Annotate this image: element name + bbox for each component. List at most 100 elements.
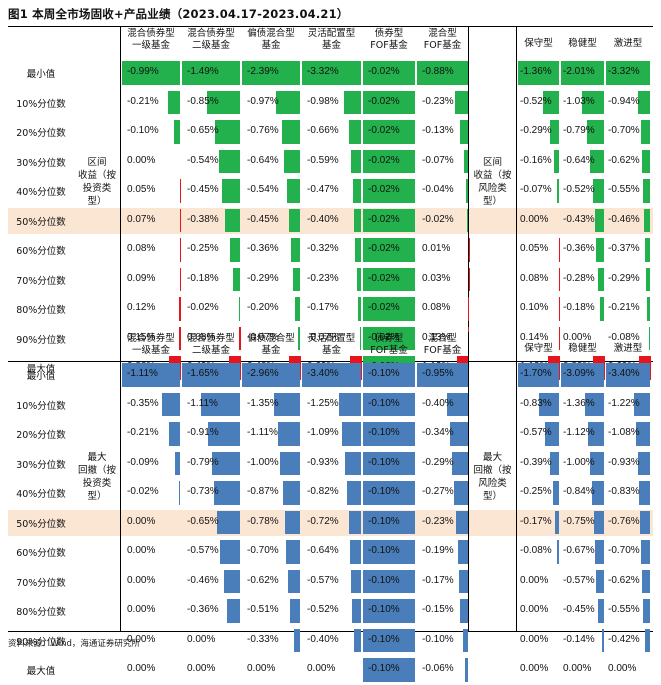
data-cell: -0.35% bbox=[121, 390, 181, 420]
data-cell: -0.02% bbox=[362, 88, 416, 118]
value-bar bbox=[352, 179, 361, 203]
data-cell: -0.46% bbox=[605, 206, 651, 236]
value-bar bbox=[178, 326, 181, 350]
data-cell: -0.32% bbox=[301, 235, 362, 265]
value-bar bbox=[180, 179, 181, 203]
value-bar bbox=[363, 326, 415, 350]
column-header: 债券型 FOF基金 bbox=[362, 28, 416, 52]
value-label: -0.21% bbox=[608, 302, 640, 313]
value-bar bbox=[290, 599, 300, 623]
column-separator bbox=[516, 332, 517, 631]
data-cell: -0.07% bbox=[416, 147, 469, 177]
value-bar bbox=[242, 61, 300, 85]
value-bar bbox=[180, 208, 181, 232]
value-label: -0.46% bbox=[608, 213, 640, 225]
value-bar bbox=[363, 569, 415, 593]
data-cell: -0.36% bbox=[181, 596, 241, 626]
data-cell: 0.05% bbox=[121, 176, 181, 206]
data-cell: 0.00% bbox=[121, 147, 181, 177]
value-bar bbox=[593, 510, 604, 534]
value-bar bbox=[641, 149, 650, 173]
value-label: -0.54% bbox=[187, 154, 219, 166]
data-cell: -3.40% bbox=[301, 360, 362, 390]
row-label: 60%分位数 bbox=[16, 548, 66, 559]
column-header: 混合型 FOF基金 bbox=[416, 28, 469, 52]
value-label: 0.00% bbox=[127, 545, 156, 556]
value-bar bbox=[363, 363, 415, 387]
value-label: -1.70% bbox=[520, 368, 552, 379]
value-label: -0.36% bbox=[563, 243, 595, 254]
value-bar bbox=[556, 179, 559, 203]
data-cell: -3.40% bbox=[605, 360, 651, 390]
value-bar bbox=[587, 120, 604, 144]
value-bar bbox=[590, 149, 604, 173]
column-header-line2: 二级基金 bbox=[191, 345, 230, 356]
column-header: 灵活配置型 基金 bbox=[301, 28, 362, 52]
data-cell: -0.72% bbox=[301, 508, 362, 538]
data-cell: -0.65% bbox=[181, 508, 241, 538]
value-label: 0.00% bbox=[247, 663, 276, 674]
row-label: 20%分位数 bbox=[16, 430, 66, 441]
data-cell: -0.64% bbox=[301, 537, 362, 567]
value-bar bbox=[353, 208, 361, 232]
value-bar bbox=[637, 90, 650, 114]
value-label: -0.02% bbox=[368, 66, 400, 77]
median-row-highlight bbox=[8, 509, 653, 536]
value-bar bbox=[561, 61, 604, 85]
column-header: 灵活配置型 基金 bbox=[301, 333, 362, 357]
column-separator bbox=[468, 27, 469, 332]
value-bar bbox=[208, 422, 240, 446]
data-cell: -0.52% bbox=[517, 88, 560, 118]
value-bar bbox=[357, 297, 361, 321]
value-label: -3.40% bbox=[307, 368, 339, 379]
data-cell: -0.65% bbox=[181, 117, 241, 147]
value-bar bbox=[291, 238, 300, 262]
data-cell: -0.85% bbox=[181, 88, 241, 118]
row-label: 最大值 bbox=[26, 666, 56, 677]
panel-divider-rule bbox=[8, 361, 653, 362]
column-header-line2: FOF基金 bbox=[423, 40, 462, 51]
data-cell: -0.57% bbox=[301, 567, 362, 597]
data-cell: 0.00% bbox=[517, 596, 560, 626]
value-bar bbox=[641, 569, 650, 593]
data-cell: -0.16% bbox=[517, 147, 560, 177]
value-label: -0.02% bbox=[368, 213, 400, 225]
value-label: -0.02% bbox=[127, 486, 159, 497]
value-bar bbox=[356, 267, 361, 291]
data-cell: -0.17% bbox=[416, 567, 469, 597]
row-label: 60%分位数 bbox=[16, 246, 66, 257]
value-bar bbox=[344, 451, 361, 475]
column-header-line1: 债券型 bbox=[374, 333, 404, 344]
value-bar bbox=[242, 363, 300, 387]
value-label: -3.09% bbox=[563, 368, 595, 379]
value-bar bbox=[284, 510, 300, 534]
value-label: -1.36% bbox=[563, 397, 595, 409]
value-label: -1.12% bbox=[563, 427, 595, 438]
value-label: -0.17% bbox=[422, 574, 454, 586]
data-cell: -0.79% bbox=[560, 117, 605, 147]
data-cell: -0.62% bbox=[605, 567, 651, 597]
value-label: -0.15% bbox=[422, 604, 454, 615]
data-cell: -0.98% bbox=[301, 88, 362, 118]
data-cell: -0.97% bbox=[241, 88, 301, 118]
data-cell: -0.57% bbox=[560, 567, 605, 597]
column-header-line1: 偏债混合型 bbox=[247, 28, 295, 39]
data-cell: -0.10% bbox=[362, 419, 416, 449]
value-label: -0.76% bbox=[608, 515, 640, 527]
value-bar bbox=[648, 326, 650, 350]
value-label: -0.09% bbox=[127, 456, 159, 468]
data-cell: 0.00% bbox=[301, 655, 362, 685]
value-bar bbox=[292, 267, 300, 291]
value-label: -0.46% bbox=[187, 574, 219, 586]
data-cell: -0.07% bbox=[301, 324, 362, 354]
value-label: -0.10% bbox=[368, 515, 400, 527]
value-label: -0.14% bbox=[563, 633, 595, 645]
value-bar bbox=[594, 208, 604, 232]
value-label: -0.16% bbox=[520, 154, 552, 166]
value-bar bbox=[363, 297, 415, 321]
value-label: -0.02% bbox=[368, 331, 400, 343]
data-cell: -0.20% bbox=[241, 294, 301, 324]
value-bar bbox=[167, 90, 180, 114]
value-label: -0.79% bbox=[563, 125, 595, 136]
data-cell: 0.00% bbox=[241, 655, 301, 685]
